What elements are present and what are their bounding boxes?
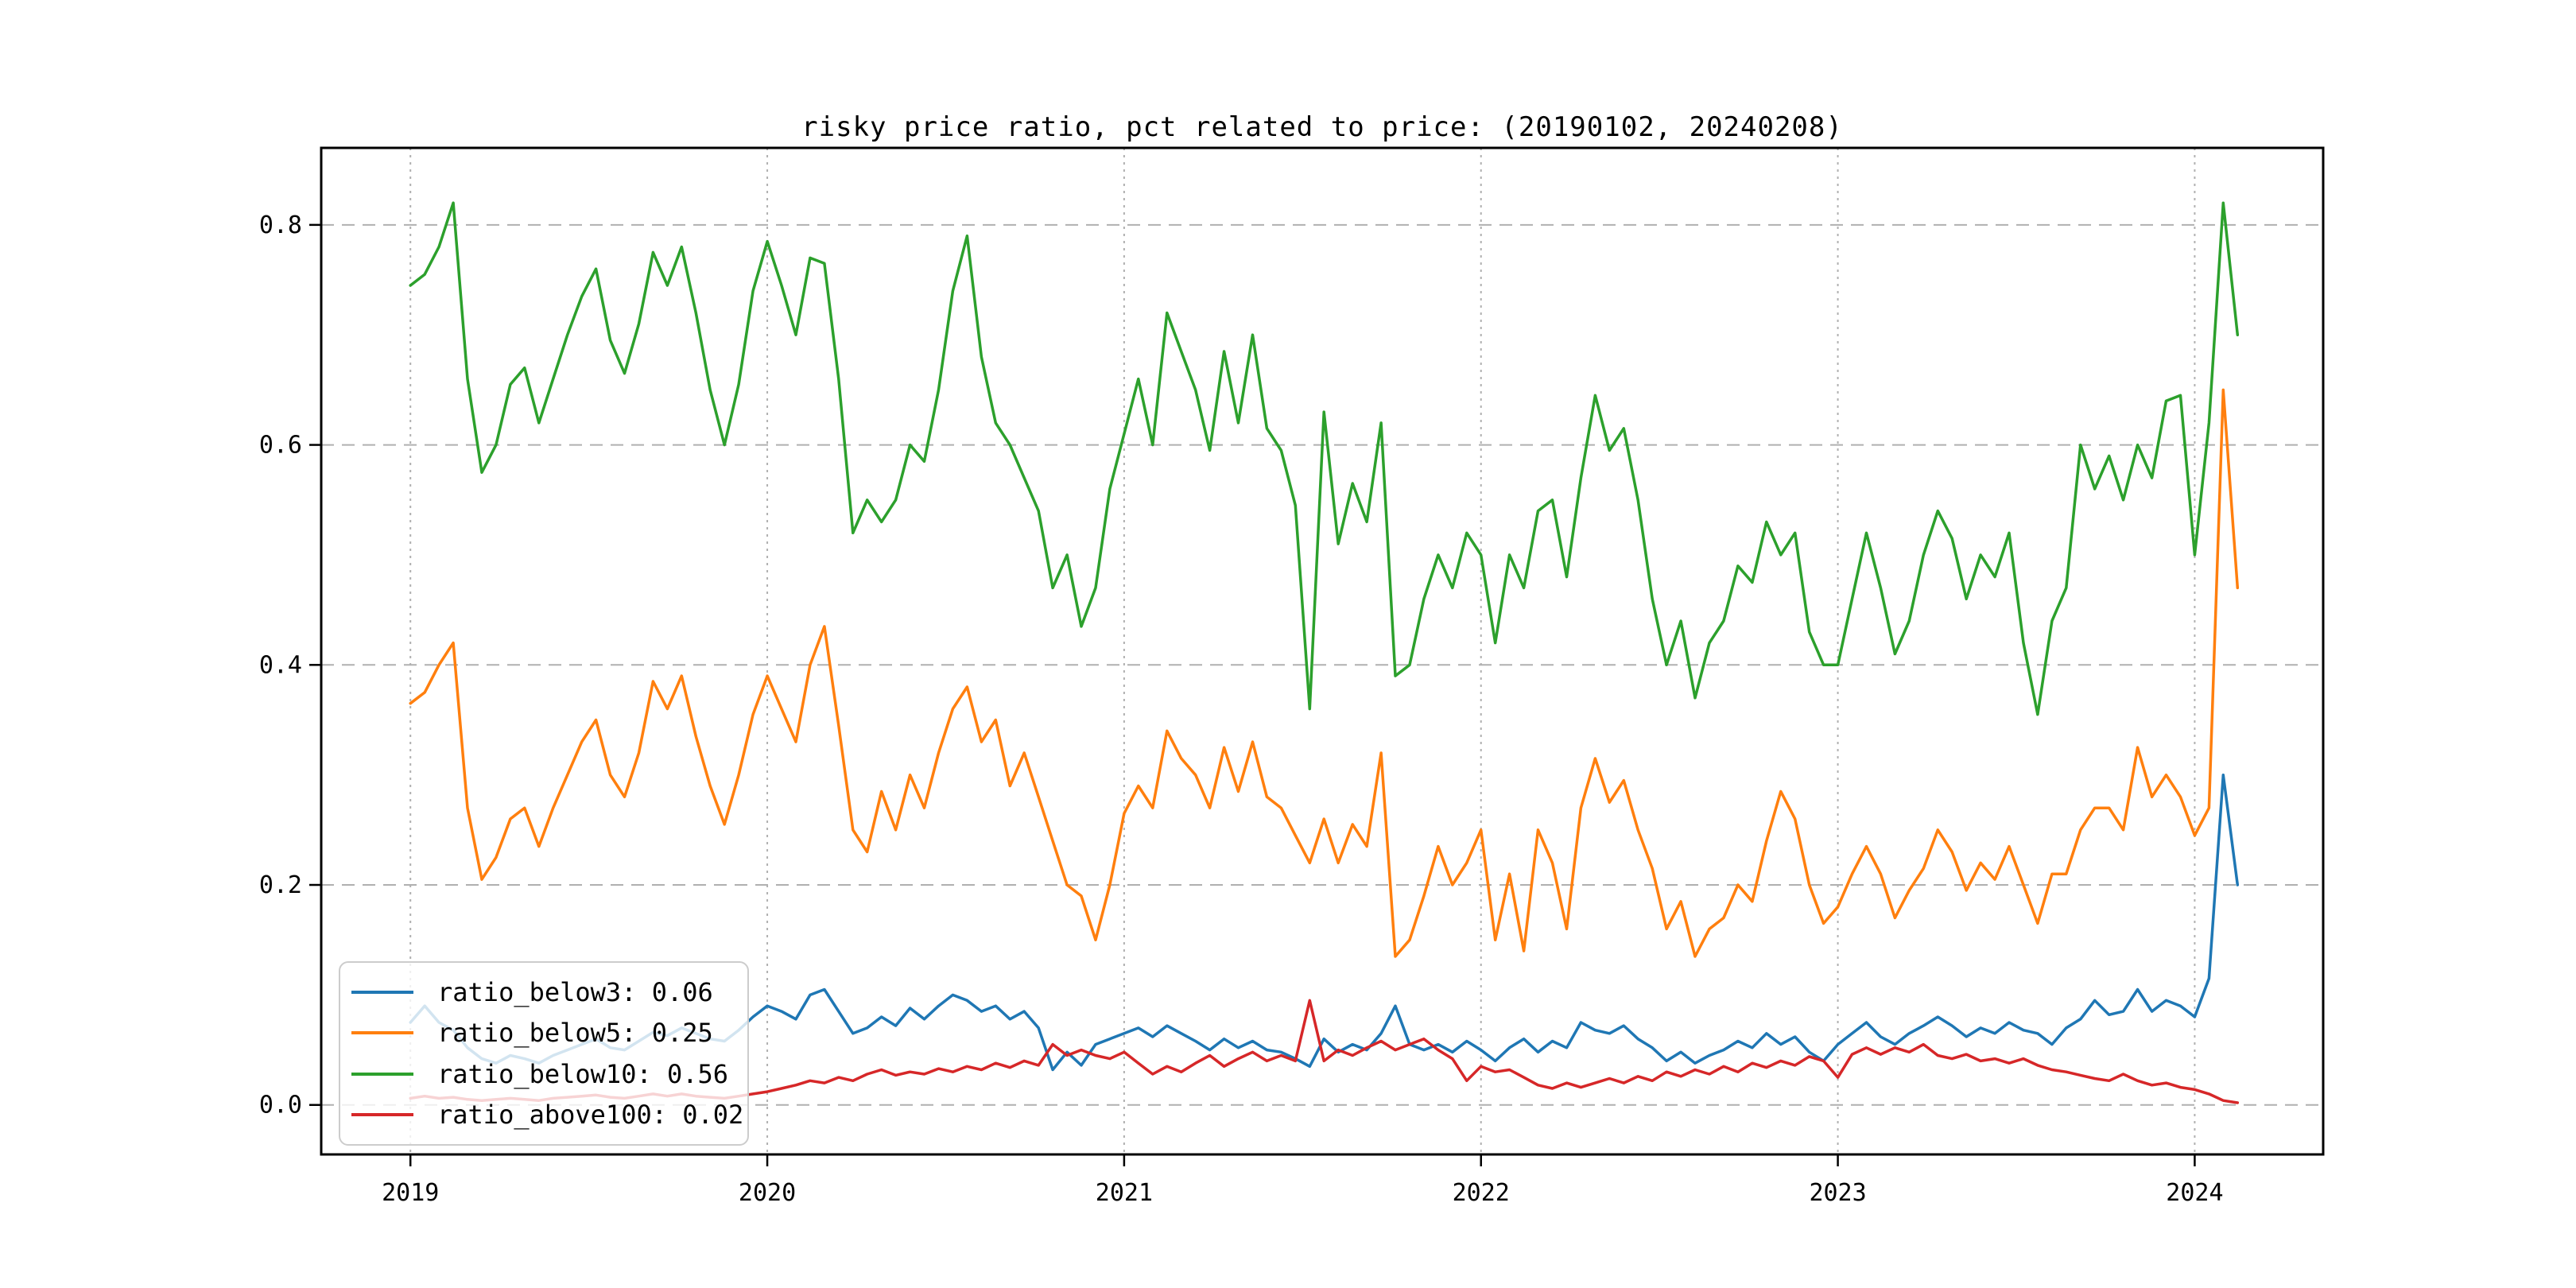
y-tick-label: 0.4 bbox=[259, 651, 302, 679]
plot-frame bbox=[320, 146, 2325, 1156]
legend-item: ratio_above100: 0.02 bbox=[340, 1100, 747, 1130]
legend-item-label: ratio_below3: 0.06 bbox=[437, 976, 713, 1007]
legend-item: ratio_below3: 0.06 bbox=[340, 977, 747, 1007]
series-line-ratio_below10 bbox=[409, 201, 2240, 716]
series-layer bbox=[409, 201, 2240, 1104]
y-tick-label: 0.8 bbox=[259, 211, 302, 239]
legend-item: ratio_below10: 0.56 bbox=[340, 1059, 747, 1089]
legend-swatch-ratio_above100 bbox=[351, 1113, 413, 1117]
x-tick-label: 2024 bbox=[2166, 1179, 2223, 1207]
legend-item-label: ratio_above100: 0.02 bbox=[437, 1100, 744, 1131]
y-tick-label: 0.2 bbox=[259, 871, 302, 899]
y-tick-label: 0.6 bbox=[259, 432, 302, 460]
legend-item: ratio_below5: 0.25 bbox=[340, 1018, 747, 1048]
x-tick-label: 2020 bbox=[739, 1179, 796, 1207]
chart-title: risky price ratio, pct related to price:… bbox=[801, 111, 1843, 143]
axes-layer: 2019 2020 2021 2022 2023 2024 0.0 0.2 0.4 0.6 0.8 bbox=[259, 146, 2325, 1207]
legend-swatch-ratio_below10 bbox=[351, 1072, 413, 1076]
legend-swatch-ratio_below3 bbox=[351, 990, 413, 994]
x-tick-label: 2022 bbox=[1453, 1179, 1510, 1207]
x-tick-label: 2021 bbox=[1096, 1179, 1153, 1207]
y-tick-label: 0.0 bbox=[259, 1092, 302, 1119]
legend-item-label: ratio_below5: 0.25 bbox=[437, 1018, 713, 1049]
legend: ratio_below3: 0.06 ratio_below5: 0.25 rati… bbox=[339, 961, 749, 1146]
legend-swatch-ratio_below5 bbox=[351, 1031, 413, 1035]
x-tick-label: 2023 bbox=[1809, 1179, 1866, 1207]
x-tick-label: 2019 bbox=[382, 1179, 439, 1207]
series-line-ratio_below5 bbox=[409, 388, 2240, 958]
legend-item-label: ratio_below10: 0.56 bbox=[437, 1058, 729, 1089]
